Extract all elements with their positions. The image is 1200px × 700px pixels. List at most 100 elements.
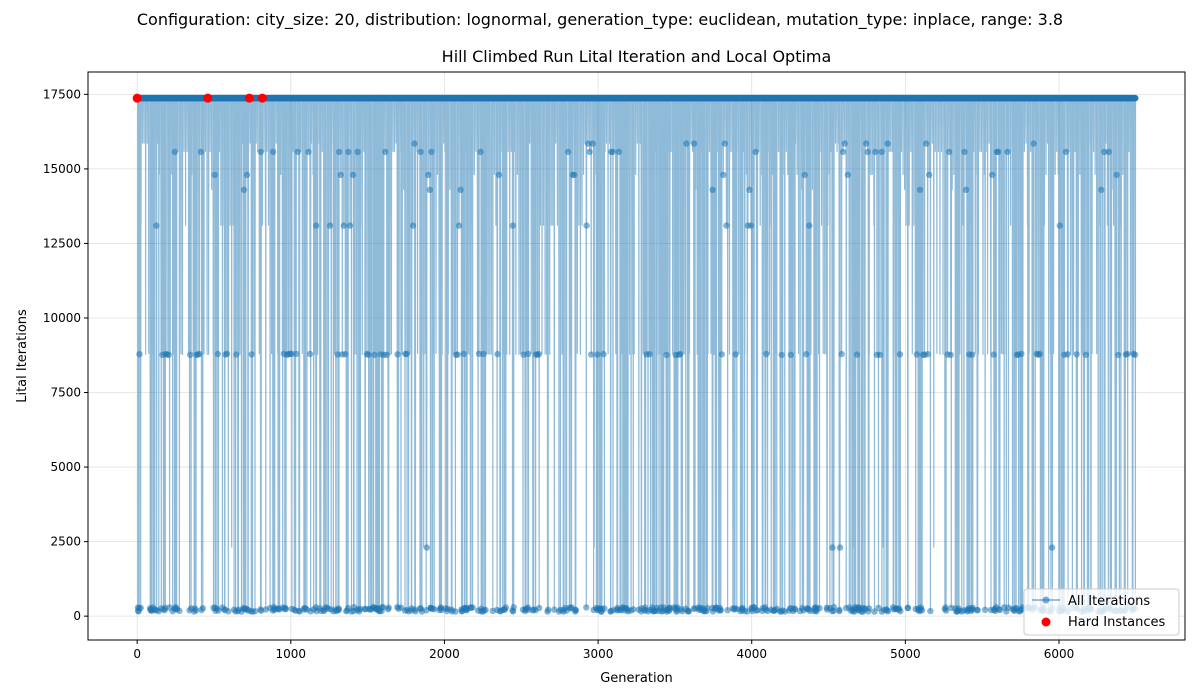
x-tick-label: 4000	[736, 647, 767, 661]
all-iterations-point	[349, 171, 357, 179]
all-iterations-point	[718, 351, 725, 358]
all-iterations-point	[1048, 544, 1056, 551]
all-iterations-point	[829, 544, 836, 551]
all-iterations-point	[335, 606, 343, 613]
all-iterations-point	[1036, 350, 1044, 358]
all-iterations-point	[878, 148, 885, 156]
all-iterations-point	[342, 351, 349, 358]
all-iterations-point	[1030, 140, 1037, 147]
all-iterations-point	[176, 607, 183, 614]
all-iterations-point	[187, 351, 194, 358]
all-iterations-point	[1082, 351, 1090, 358]
all-iterations-point	[477, 148, 484, 156]
all-iterations-point	[754, 607, 761, 614]
x-tick-label: 1000	[276, 647, 307, 661]
all-iterations-point	[536, 604, 543, 612]
legend: All Iterations Hard Instances	[1023, 588, 1180, 636]
all-iterations-point	[1132, 94, 1139, 102]
all-iterations-point	[865, 605, 873, 612]
x-tick-label: 3000	[583, 647, 614, 661]
all-iterations-point	[502, 604, 509, 611]
all-iterations-point	[806, 222, 813, 229]
all-iterations-point	[721, 140, 728, 147]
all-iterations-point	[586, 148, 593, 156]
all-iterations-point	[346, 222, 354, 229]
y-tick-label: 10000	[43, 311, 81, 325]
all-iterations-point	[1064, 351, 1071, 358]
all-iterations-point	[535, 350, 543, 358]
all-iterations-point	[305, 148, 312, 156]
all-iterations-point	[211, 171, 218, 179]
all-iterations-point	[199, 605, 206, 612]
all-iterations-point	[197, 148, 205, 156]
all-iterations-point	[763, 350, 770, 358]
all-iterations-point	[601, 605, 608, 612]
chart-title: Hill Climbed Run Lital Iteration and Loc…	[442, 47, 832, 66]
all-iterations-point	[884, 608, 892, 615]
x-axis-label: Generation	[600, 671, 673, 686]
x-tick-label: 5000	[890, 647, 921, 661]
all-iterations-point	[480, 350, 487, 358]
all-iterations-point	[225, 608, 232, 615]
hard-instance-point	[257, 93, 267, 103]
series-layer	[132, 93, 1139, 615]
all-iterations-point	[494, 350, 501, 358]
all-iterations-point	[1073, 351, 1080, 358]
y-tick-label: 15000	[43, 162, 81, 176]
all-iterations-point	[469, 604, 476, 611]
all-iterations-point	[282, 605, 290, 613]
all-iterations-point	[452, 608, 459, 615]
all-iterations-point	[732, 351, 739, 358]
all-iterations-point	[457, 186, 464, 193]
all-iterations-point	[153, 222, 160, 229]
all-iterations-point	[1113, 171, 1120, 179]
all-iterations-point	[594, 351, 601, 358]
all-iterations-point	[482, 606, 489, 614]
all-iterations-point	[913, 351, 921, 358]
all-iterations-point	[196, 350, 203, 358]
plot-frame	[87, 71, 1186, 641]
y-tick-label: 12500	[43, 236, 81, 250]
all-iterations-point	[830, 604, 838, 611]
all-iterations-point	[313, 222, 320, 229]
all-iterations-point	[609, 148, 616, 156]
all-iterations-point	[571, 171, 578, 179]
all-iterations-point	[1004, 148, 1011, 156]
all-iterations-point	[690, 140, 698, 147]
all-iterations-point	[746, 186, 753, 193]
y-tick-label: 7500	[50, 386, 81, 400]
all-iterations-point	[646, 351, 653, 358]
all-iterations-point	[717, 607, 724, 614]
all-iterations-point	[752, 148, 759, 156]
legend-hard-instances-marker	[1041, 617, 1051, 627]
all-iterations-point	[922, 140, 930, 147]
all-iterations-point	[1056, 222, 1064, 229]
all-iterations-point	[791, 606, 799, 613]
y-tick-label: 5000	[50, 460, 81, 474]
all-iterations-point	[863, 140, 870, 147]
all-iterations-point	[545, 606, 552, 613]
all-iterations-point	[1105, 148, 1113, 156]
all-iterations-point	[924, 351, 931, 358]
all-iterations-point	[709, 186, 716, 193]
all-iterations-point	[836, 606, 843, 614]
all-iterations-point	[423, 544, 430, 551]
all-iterations-point	[974, 606, 981, 614]
all-iterations-point	[354, 148, 361, 156]
all-iterations-point	[171, 148, 178, 156]
all-iterations-point	[615, 148, 622, 156]
all-iterations-point	[383, 351, 390, 358]
all-iterations-point	[803, 351, 810, 358]
all-iterations-point	[1101, 148, 1108, 156]
all-iterations-point	[385, 604, 392, 611]
all-iterations-point	[876, 351, 884, 359]
all-iterations-point	[251, 608, 259, 615]
all-iterations-point	[294, 148, 301, 156]
hard-instance-point	[203, 93, 213, 103]
all-iterations-point	[962, 186, 970, 193]
all-iterations-point	[946, 148, 953, 156]
all-iterations-point	[411, 140, 418, 147]
all-iterations-point	[816, 605, 823, 612]
legend-frame	[1023, 588, 1180, 636]
all-iterations-point	[589, 140, 596, 147]
